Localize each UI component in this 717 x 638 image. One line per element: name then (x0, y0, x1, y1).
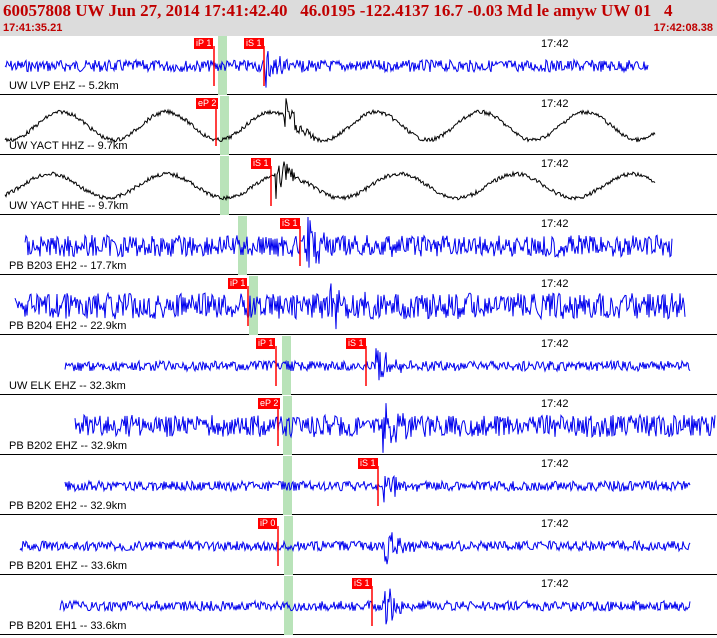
waveform-panel[interactable]: iS 1 17:42 PB B203 EH2 -- 17.7km (0, 216, 717, 275)
waveform-panel[interactable]: iP 1 17:42 PB B204 EH2 -- 22.9km (0, 276, 717, 335)
seismic-trace (64, 348, 691, 381)
window-start-time: 17:41:35.21 (3, 22, 63, 34)
station-channel-label: PB B202 EHZ -- 32.9km (9, 440, 127, 452)
waveform-canvas (4, 96, 656, 155)
seismic-trace (59, 588, 691, 625)
seismic-trace (4, 51, 649, 88)
station-channel-label: UW ELK EHZ -- 32.3km (9, 380, 126, 392)
phase-window-band (218, 36, 227, 95)
waveform-canvas (59, 576, 691, 635)
seismic-trace (14, 283, 686, 330)
phase-pick-label[interactable]: iS 1 (244, 38, 264, 49)
station-channel-label: PB B204 EH2 -- 22.9km (9, 320, 127, 332)
phase-pick-label[interactable]: iS 1 (346, 338, 366, 349)
time-tick-label: 17:42 (541, 158, 569, 170)
waveform-canvas (4, 36, 649, 95)
waveform-canvas (64, 336, 691, 395)
phase-window-band (238, 216, 247, 275)
phase-pick-label[interactable]: iS 1 (251, 158, 271, 169)
waveform-canvas (19, 516, 691, 575)
phase-window-band (284, 516, 293, 575)
waveform-canvas (64, 456, 691, 515)
waveform-panel[interactable]: eP 2 17:42 UW YACT HHZ -- 9.7km (0, 96, 717, 155)
station-channel-label: PB B203 EH2 -- 17.7km (9, 260, 127, 272)
waveform-panel[interactable]: iS 1 17:42 PB B201 EH1 -- 33.6km (0, 576, 717, 635)
phase-pick-label[interactable]: eP 2 (196, 98, 219, 109)
waveform-panel[interactable]: iS 1 17:42 PB B202 EH2 -- 32.9km (0, 456, 717, 515)
phase-pick-label[interactable]: iS 1 (358, 458, 378, 469)
time-tick-label: 17:42 (541, 518, 569, 530)
event-header: 60057808 UW Jun 27, 2014 17:41:42.40 46.… (0, 0, 717, 36)
time-tick-label: 17:42 (541, 218, 569, 230)
phase-pick-label[interactable]: iS 1 (280, 218, 300, 229)
seismic-trace (4, 161, 656, 202)
window-end-time: 17:42:08.38 (653, 22, 713, 34)
time-tick-label: 17:42 (541, 338, 569, 350)
time-tick-label: 17:42 (541, 398, 569, 410)
station-channel-label: PB B202 EH2 -- 32.9km (9, 500, 127, 512)
phase-pick-label[interactable]: eP 2 (258, 398, 281, 409)
event-title: 60057808 UW Jun 27, 2014 17:41:42.40 46.… (3, 1, 673, 20)
time-tick-label: 17:42 (541, 278, 569, 290)
waveform-panels: iP 1 iS 1 17:42 UW LVP EHZ -- 5.2km eP 2 17:4… (0, 36, 717, 638)
waveform-panel[interactable]: iP 1 iS 1 17:42 UW LVP EHZ -- 5.2km (0, 36, 717, 95)
phase-pick-label[interactable]: iS 1 (352, 578, 372, 589)
waveform-canvas (24, 216, 673, 275)
station-channel-label: UW LVP EHZ -- 5.2km (9, 80, 119, 92)
phase-window-band (220, 96, 229, 155)
waveform-canvas (14, 276, 686, 335)
phase-window-band (220, 156, 229, 215)
station-channel-label: PB B201 EH1 -- 33.6km (9, 620, 127, 632)
waveform-panel[interactable]: iP 1 iS 1 17:42 UW ELK EHZ -- 32.3km (0, 336, 717, 395)
waveform-panel[interactable]: iP 0 17:42 PB B201 EHZ -- 33.6km (0, 516, 717, 575)
phase-pick-label[interactable]: iP 0 (258, 518, 278, 529)
time-tick-label: 17:42 (541, 458, 569, 470)
phase-pick-label[interactable]: iP 1 (228, 278, 248, 289)
time-tick-label: 17:42 (541, 38, 569, 50)
seismic-trace (74, 403, 716, 453)
seismic-trace (4, 98, 656, 144)
phase-pick-label[interactable]: iP 1 (256, 338, 276, 349)
waveform-canvas (4, 156, 656, 215)
time-tick-label: 17:42 (541, 98, 569, 110)
time-tick-label: 17:42 (541, 578, 569, 590)
waveform-canvas (74, 396, 716, 455)
station-channel-label: UW YACT HHZ -- 9.7km (9, 140, 128, 152)
waveform-panel[interactable]: iS 1 17:42 UW YACT HHE -- 9.7km (0, 156, 717, 215)
seismic-trace (24, 216, 673, 268)
seismic-trace (19, 532, 691, 565)
waveform-panel[interactable]: eP 2 17:42 PB B202 EHZ -- 32.9km (0, 396, 717, 455)
station-channel-label: PB B201 EHZ -- 33.6km (9, 560, 127, 572)
phase-window-band (283, 396, 292, 455)
station-channel-label: UW YACT HHE -- 9.7km (9, 200, 129, 212)
phase-pick-label[interactable]: iP 1 (194, 38, 214, 49)
